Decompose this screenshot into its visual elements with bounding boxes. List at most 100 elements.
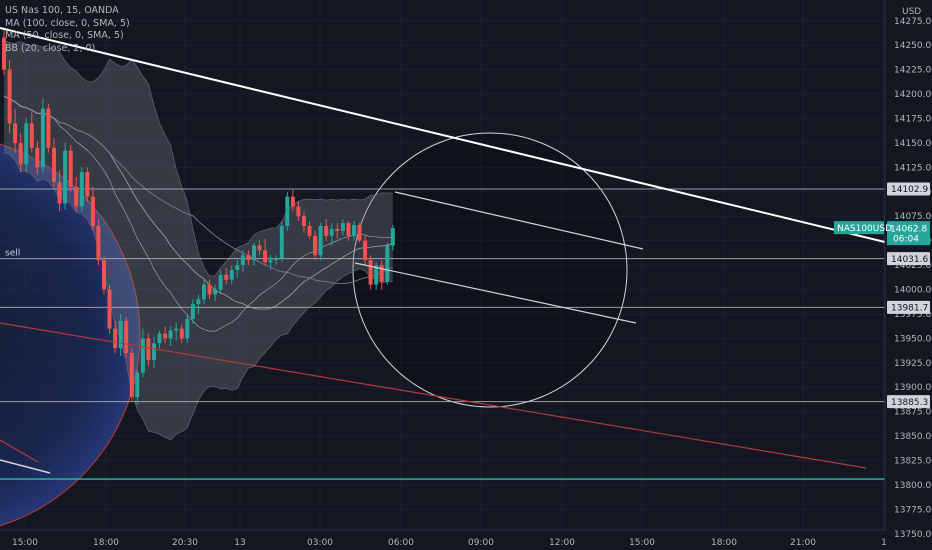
candle[interactable]	[90, 196, 95, 226]
candle[interactable]	[7, 69, 12, 124]
channel-upper-line[interactable]	[394, 191, 644, 250]
candle[interactable]	[79, 172, 84, 207]
candle[interactable]	[257, 245, 262, 251]
candle[interactable]	[135, 372, 140, 397]
time-tick-label: 06:00	[388, 538, 414, 548]
candle[interactable]	[246, 255, 251, 261]
time-tick-label: 1	[881, 538, 887, 548]
price-level-tag-text: 14031.6	[891, 255, 928, 265]
candle[interactable]	[163, 333, 168, 339]
candle[interactable]	[129, 353, 134, 397]
candle[interactable]	[352, 225, 356, 236]
candle[interactable]	[185, 318, 190, 339]
candle[interactable]	[252, 245, 256, 261]
candle[interactable]	[274, 258, 279, 261]
time-tick-label: 13	[234, 538, 245, 548]
candle[interactable]	[363, 240, 368, 261]
candle[interactable]	[13, 123, 18, 143]
price-tick-label: 13950.00	[894, 334, 932, 344]
analysis-circle-drawing[interactable]	[352, 132, 628, 408]
candle[interactable]	[152, 343, 156, 360]
candle[interactable]	[379, 265, 384, 282]
candle[interactable]	[368, 260, 373, 285]
candle[interactable]	[74, 186, 79, 207]
candle[interactable]	[296, 206, 301, 217]
candle[interactable]	[207, 284, 212, 295]
candle[interactable]	[329, 228, 334, 236]
candle[interactable]	[307, 226, 312, 236]
candle[interactable]	[324, 226, 329, 236]
red-trend-line[interactable]	[0, 322, 867, 469]
candle[interactable]	[46, 108, 51, 148]
sell-note[interactable]: sell	[5, 249, 20, 259]
candle[interactable]	[385, 245, 390, 282]
candle[interactable]	[168, 330, 173, 339]
ma50-indicator[interactable]: MA (50, close, 0, SMA, 5)	[5, 30, 124, 41]
candle[interactable]	[68, 150, 73, 187]
candle[interactable]	[35, 147, 40, 168]
candle[interactable]	[52, 147, 56, 182]
time-tick-label: 15:00	[629, 538, 655, 548]
candle[interactable]	[202, 284, 206, 300]
candle[interactable]	[229, 270, 234, 280]
candle[interactable]	[190, 304, 195, 319]
candle[interactable]	[124, 320, 129, 354]
ma100-indicator[interactable]: MA (100, close, 0, SMA, 5)	[5, 17, 130, 29]
candle[interactable]	[318, 226, 323, 256]
candle[interactable]	[107, 289, 112, 329]
candle[interactable]	[213, 289, 218, 295]
candle[interactable]	[140, 338, 145, 373]
small-white-line[interactable]	[0, 459, 51, 474]
candle[interactable]	[263, 250, 268, 263]
candle[interactable]	[174, 328, 179, 331]
candle[interactable]	[268, 260, 273, 263]
time-tick-label: 21:00	[790, 538, 816, 548]
candle[interactable]	[57, 182, 62, 204]
price-axis-bg	[885, 0, 932, 550]
candle[interactable]	[96, 226, 101, 261]
main-trend-line[interactable]	[0, 27, 885, 243]
candle[interactable]	[157, 333, 162, 344]
candle[interactable]	[235, 265, 240, 270]
candle[interactable]	[340, 223, 345, 231]
candle[interactable]	[179, 328, 184, 339]
candle[interactable]	[374, 265, 379, 285]
candle[interactable]	[113, 328, 118, 349]
candle[interactable]	[279, 226, 284, 259]
candle[interactable]	[40, 108, 45, 168]
candle[interactable]	[346, 223, 351, 236]
price-tick-label: 14125.00	[894, 163, 932, 173]
price-tick-label: 13900.00	[894, 383, 932, 393]
candle[interactable]	[357, 225, 362, 241]
candle[interactable]	[285, 196, 290, 226]
candle[interactable]	[335, 228, 340, 231]
bollinger-upper-line	[3, 39, 393, 277]
price-tick-label: 14150.00	[894, 139, 932, 149]
candle[interactable]	[313, 235, 318, 256]
candle[interactable]	[63, 150, 68, 204]
bollinger-indicator[interactable]: BB (20, close, 2, 0)	[5, 42, 96, 54]
price-tick-label: 14225.00	[894, 66, 932, 76]
chart-legend: US Nas 100, 15, OANDA MA (100, close, 0,…	[5, 5, 130, 55]
candle[interactable]	[18, 142, 23, 165]
channel-lower-line[interactable]	[354, 262, 637, 324]
candle[interactable]	[196, 299, 201, 305]
candle[interactable]	[146, 338, 151, 360]
candle[interactable]	[85, 172, 90, 197]
currency-label[interactable]: USD	[902, 7, 921, 17]
candle[interactable]	[218, 274, 223, 290]
candle[interactable]	[240, 255, 245, 266]
candle[interactable]	[224, 274, 229, 280]
candle[interactable]	[302, 216, 306, 226]
candle[interactable]	[118, 320, 123, 349]
candle[interactable]	[290, 196, 295, 207]
price-tick-label: 13750.00	[894, 530, 932, 540]
candle[interactable]	[29, 123, 34, 148]
candle[interactable]	[102, 260, 106, 290]
small-red-line[interactable]	[0, 439, 39, 463]
candle[interactable]	[24, 123, 29, 165]
time-tick-label: 20:30	[172, 538, 198, 548]
candle[interactable]	[2, 37, 6, 70]
candle[interactable]	[390, 228, 395, 246]
